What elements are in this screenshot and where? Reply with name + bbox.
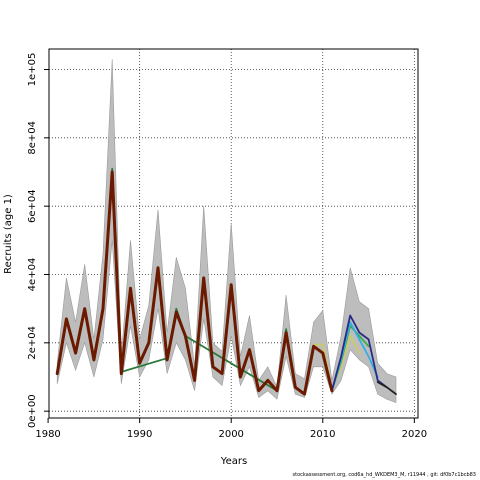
series-line-7 xyxy=(376,381,397,396)
series-line-6 xyxy=(330,314,388,392)
x-tick-label: 2010 xyxy=(310,429,335,440)
x-tick-label: 2020 xyxy=(402,429,427,440)
y-axis-title: Recruits (age 1) xyxy=(3,194,14,274)
y-tick-label: 0e+00 xyxy=(27,394,38,428)
plot-frame xyxy=(48,48,419,419)
y-tick-label: 8e+04 xyxy=(27,121,38,155)
y-tick-label: 2e+04 xyxy=(27,326,38,360)
x-tick-label: 1990 xyxy=(127,429,152,440)
footer-credit: stockassessment.org, cod6a_hd_WKDEM3_M, … xyxy=(292,472,476,478)
y-axis: 0e+00 2e+04 4e+04 6e+04 8e+04 1e+05 xyxy=(27,53,49,428)
series-lines xyxy=(55,167,397,396)
x-axis-title: Years xyxy=(220,456,247,467)
x-axis: 1980 1990 2000 2010 2020 xyxy=(35,418,427,440)
x-tick-label: 2000 xyxy=(218,429,243,440)
series-line-1 xyxy=(55,170,334,396)
y-tick-label: 4e+04 xyxy=(27,258,38,292)
y-tick-label: 6e+04 xyxy=(27,189,38,223)
x-tick-label: 1980 xyxy=(35,429,60,440)
y-tick-label: 1e+05 xyxy=(27,53,38,87)
